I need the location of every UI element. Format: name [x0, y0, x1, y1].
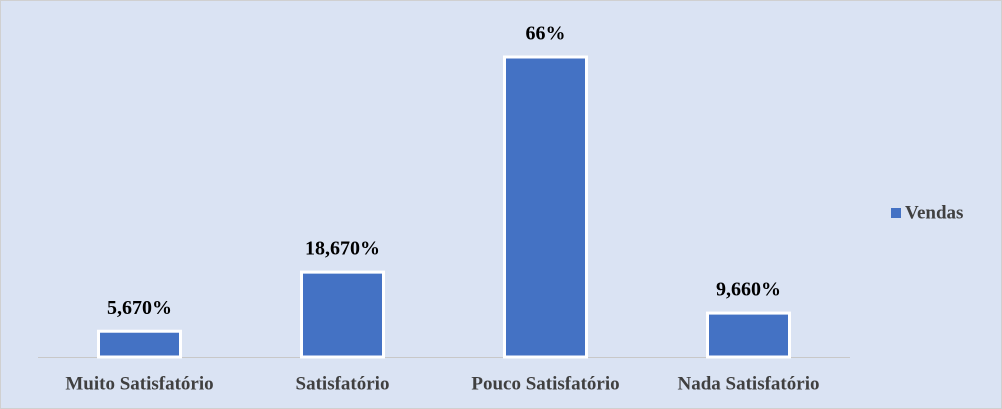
bar — [503, 55, 588, 359]
bar — [97, 329, 182, 359]
bar — [706, 311, 791, 359]
x-tick-label: Satisfatório — [296, 373, 390, 394]
data-label: 66% — [526, 23, 566, 45]
data-label: 5,670% — [107, 297, 172, 319]
x-tick-label: Nada Satisfatório — [678, 373, 820, 394]
legend-label: Vendas — [905, 202, 963, 223]
legend-swatch — [891, 208, 901, 218]
x-tick-label: Muito Satisfatório — [65, 373, 213, 394]
bar — [300, 270, 385, 359]
data-label: 9,660% — [716, 279, 781, 301]
x-tick-label: Pouco Satisfatório — [471, 373, 619, 394]
data-label: 18,670% — [305, 238, 380, 260]
